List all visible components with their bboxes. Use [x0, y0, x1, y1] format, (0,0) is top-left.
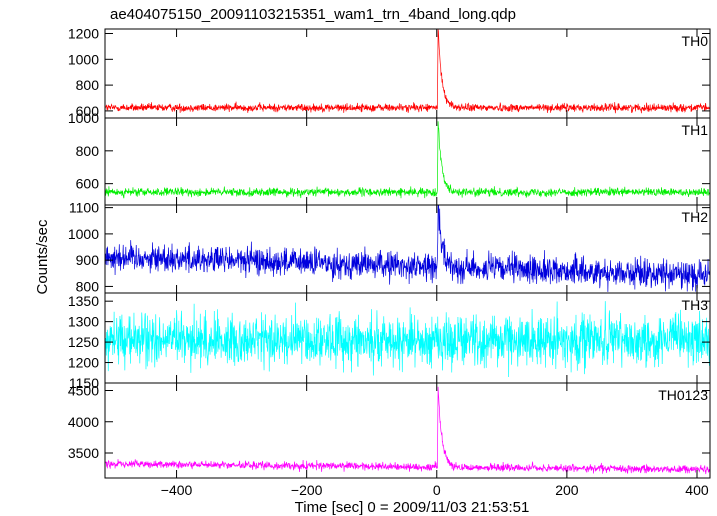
panel-label: TH0: [682, 33, 709, 49]
x-tick-label: 400: [685, 482, 709, 498]
y-axis-label: Counts/sec: [34, 219, 51, 295]
y-tick-label: 4500: [68, 383, 99, 399]
y-tick-label: 600: [76, 103, 100, 119]
chart-title: ae404075150_20091103215351_wam1_trn_4ban…: [110, 6, 516, 23]
y-tick-label: 1350: [68, 293, 99, 309]
y-tick-label: 1000: [68, 110, 99, 126]
series-line-th3: [105, 301, 710, 378]
y-tick-label: 1300: [68, 314, 99, 330]
series-line-th0: [105, 29, 710, 114]
panel-th0: 600 800 1000 1200 TH0: [68, 26, 711, 119]
panel-th3: 1150 1200 1250 1300 1350 TH3: [68, 292, 711, 391]
y-tick-label: 4000: [68, 414, 99, 430]
y-tick-label: 1100: [69, 200, 99, 216]
panel-label: TH2: [682, 209, 709, 225]
y-tick-label: 1250: [68, 334, 99, 350]
series-line-th0123: [105, 386, 710, 475]
y-tick-label: 800: [76, 77, 100, 93]
panel-th2: 800 900 1000 1100 TH2: [68, 200, 711, 294]
y-tick-label: 1150: [69, 375, 99, 391]
y-tick-label: 1000: [68, 226, 99, 242]
panel-frame: [104, 204, 711, 294]
x-axis-label: Time [sec] 0 = 2009/11/03 21:53:51: [295, 499, 530, 516]
series-line-th2: [105, 205, 710, 292]
panel-th1: 600 800 1000 TH1: [68, 110, 711, 206]
y-tick-label: 800: [76, 143, 100, 159]
panel-th0123: 3500 4000 4500 −400 −200 0 200 400 TH0123: [68, 382, 711, 498]
panel-label: TH0123: [658, 387, 708, 403]
y-tick-label: 3500: [68, 445, 99, 461]
y-tick-label: 1200: [68, 355, 99, 371]
x-tick-label: −400: [161, 482, 193, 498]
x-tick-label: 0: [433, 482, 441, 498]
x-tick-label: −200: [291, 482, 323, 498]
panel-label: TH3: [682, 297, 709, 313]
y-tick-label: 900: [76, 252, 100, 268]
y-tick-label: 600: [76, 176, 100, 192]
y-tick-label: 1000: [68, 51, 99, 67]
panel-frame: [104, 382, 711, 479]
y-tick-label: 1200: [68, 26, 99, 42]
series-line-th1: [105, 121, 710, 199]
y-tick-label: 800: [76, 278, 100, 294]
panel-label: TH1: [682, 122, 709, 138]
x-tick-label: 200: [555, 482, 579, 498]
